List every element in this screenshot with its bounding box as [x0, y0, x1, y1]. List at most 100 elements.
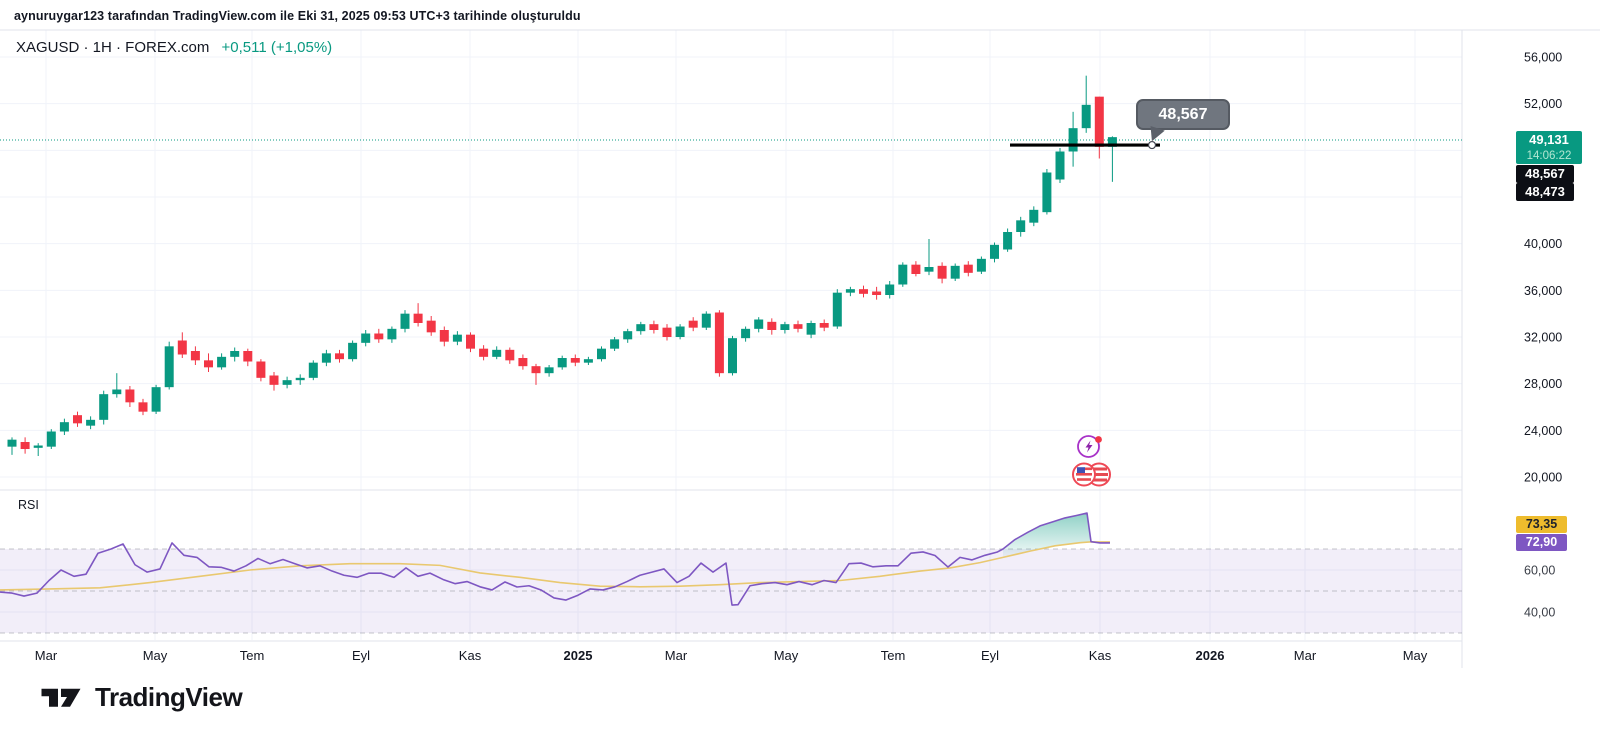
price-axis-label: 20,000	[1524, 471, 1562, 485]
candle-body	[885, 284, 895, 296]
rsi-line	[0, 512, 1110, 606]
candle-body	[1029, 209, 1039, 223]
candle-body	[374, 333, 384, 340]
rsi-ma-value-badge: 73,35	[1516, 516, 1567, 533]
candle-body	[963, 264, 973, 273]
candle-body	[387, 328, 397, 340]
price-axis-label: 24,000	[1524, 424, 1562, 438]
candle-body	[308, 362, 318, 378]
time-axis-label[interactable]: May	[143, 648, 168, 663]
candle-body	[714, 312, 724, 374]
candle-body	[321, 353, 331, 363]
candle-body	[1042, 172, 1052, 213]
candle-body	[190, 351, 200, 361]
candle-body	[505, 349, 515, 361]
candle-body	[7, 439, 17, 447]
current-price-badge: 49,131 14:06:22	[1516, 131, 1582, 164]
trendline-price-tooltip: 48,567	[1136, 99, 1230, 144]
candle-body	[1016, 220, 1026, 233]
candle-body	[636, 324, 646, 332]
trendline-price-badge: 48,567	[1516, 165, 1574, 183]
candle-body	[204, 360, 213, 368]
price-axis-label: 32,000	[1524, 331, 1562, 345]
time-axis-label[interactable]: Mar	[665, 648, 688, 663]
tooltip-text: 48,567	[1158, 106, 1208, 123]
flash-event-icon[interactable]	[1076, 433, 1103, 460]
candle-body	[452, 334, 462, 342]
candlestick-series	[7, 75, 1117, 457]
rsi-axis-label: 40,00	[1524, 606, 1555, 620]
candle-body	[86, 419, 96, 426]
candle-body	[583, 359, 593, 363]
candle-body	[623, 331, 633, 340]
time-axis-label[interactable]: Kas	[1089, 648, 1112, 663]
candle-body	[701, 313, 711, 328]
candle-body	[413, 313, 423, 324]
candle-body	[976, 258, 986, 272]
candle-body	[492, 349, 502, 357]
candle-body	[1107, 137, 1117, 147]
candle-body	[728, 338, 737, 374]
candle-body	[557, 358, 567, 368]
candle-body	[610, 339, 620, 349]
us-flag-event-icon[interactable]	[1071, 461, 1113, 488]
symbol-legend[interactable]: XAGUSD · 1H · FOREX.com +0,511 (+1,05%)	[16, 39, 332, 56]
time-axis-label[interactable]: Mar	[1294, 648, 1317, 663]
candle-body	[1081, 104, 1091, 129]
candle-body	[662, 327, 672, 338]
candle-body	[597, 348, 606, 360]
time-axis-label[interactable]: May	[1403, 648, 1428, 663]
time-axis-label[interactable]: May	[774, 648, 799, 663]
candle-body	[295, 377, 305, 381]
candle-body	[466, 334, 475, 349]
time-axis-label[interactable]: 2025	[564, 648, 593, 663]
tradingview-logo[interactable]: TradingView	[40, 680, 243, 714]
candle-body	[845, 289, 855, 293]
candle-body	[138, 402, 148, 412]
candle-body	[741, 328, 751, 339]
candle-body	[832, 292, 842, 327]
candle-body	[911, 264, 921, 275]
price-axis-label: 52,000	[1524, 97, 1562, 111]
candle-body	[439, 330, 449, 342]
rsi-indicator-label[interactable]: RSI	[18, 498, 39, 512]
candle-body	[348, 342, 358, 360]
candle-body	[859, 289, 868, 294]
candle-body	[544, 367, 554, 374]
price-axis-label: 36,000	[1524, 284, 1562, 298]
price-axis-label: 28,000	[1524, 377, 1562, 391]
candle-body	[531, 366, 541, 374]
time-axis-label[interactable]: Tem	[881, 648, 906, 663]
candle-body	[73, 415, 82, 424]
candle-body	[479, 348, 489, 357]
time-axis-label[interactable]: 2026	[1196, 648, 1225, 663]
time-axis-label[interactable]: Eyl	[981, 648, 999, 663]
candle-body	[937, 265, 947, 279]
candle-body	[112, 389, 122, 395]
trendline-price-badge-2: 48,473	[1516, 183, 1574, 201]
candle-body	[898, 264, 908, 285]
candle-body	[780, 324, 790, 331]
rsi-axis-label: 60,00	[1524, 564, 1555, 578]
time-axis-label[interactable]: Kas	[459, 648, 482, 663]
candle-body	[125, 389, 135, 403]
time-axis-label[interactable]: Mar	[35, 648, 58, 663]
trend-line-handle[interactable]	[1147, 140, 1157, 150]
candle-body	[33, 445, 43, 448]
candle-body	[335, 353, 344, 360]
tradingview-logo-text: TradingView	[95, 681, 243, 712]
current-price-value: 49,131	[1529, 132, 1569, 147]
price-change-label: +0,511 (+1,05%)	[221, 39, 333, 56]
symbol-title[interactable]: XAGUSD · 1H · FOREX.com	[16, 39, 210, 56]
candle-body	[217, 356, 227, 368]
candle-body	[1055, 151, 1065, 180]
time-axis-label[interactable]: Tem	[240, 648, 265, 663]
candle-body	[950, 265, 960, 279]
attribution-text: aynuruygar123 tarafından TradingView.com…	[14, 9, 581, 23]
candle-body	[649, 324, 659, 331]
candle-body	[675, 326, 685, 338]
candle-body	[230, 351, 240, 357]
time-axis-label[interactable]: Eyl	[352, 648, 370, 663]
